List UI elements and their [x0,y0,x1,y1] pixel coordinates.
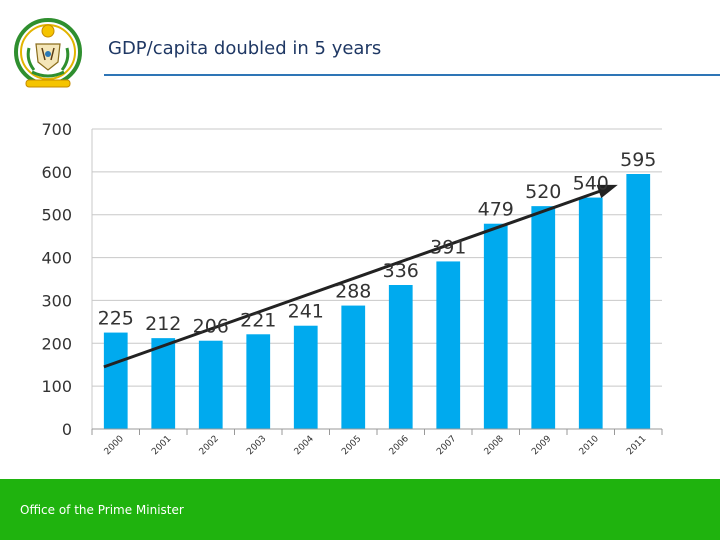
bar-2005 [341,305,366,429]
bar-2001 [151,338,176,429]
bar-2002 [198,340,223,429]
x-tick-label: 2007 [435,434,458,457]
trend-arrow-head [596,184,618,199]
y-tick-label: 100 [41,377,72,396]
gdp-bar-chart: 0 100 200 300 400 500 600 700 2000 2001 2002 2003 20… [41,120,663,457]
bar-2006 [388,285,413,429]
bar-2008 [483,223,508,429]
data-label: 540 [573,173,609,195]
bar-2004 [293,325,318,429]
data-label: 212 [145,313,181,335]
y-tick-label: 200 [41,334,72,353]
bar-2000 [103,332,128,429]
bar-2003 [246,334,271,429]
coat-of-arms-logo [14,14,82,92]
bar-2011 [626,174,651,429]
data-label: 241 [288,301,324,323]
x-tick-label: 2011 [625,434,648,457]
x-tick-label: 2010 [578,434,601,457]
x-tick-label: 2001 [150,434,173,457]
x-tick-label: 2009 [530,434,553,457]
bar-2007 [436,261,461,429]
data-labels: 225 212 206 221 241 288 336 391 479 520 540 595 [98,149,657,338]
trend-arrow-line [103,185,613,369]
y-tick-label: 0 [62,420,72,439]
x-tick-label: 2004 [293,434,316,457]
trend-annotation [103,184,618,369]
data-label: 206 [193,316,229,338]
footer-bar: Office of the Prime Minister [0,479,720,540]
y-tick-label: 400 [41,249,72,268]
slide-title: GDP/capita doubled in 5 years [108,38,382,59]
x-tick-label: 2008 [483,434,506,457]
title-rule [104,74,720,76]
x-tick-label: 2005 [340,434,363,457]
y-tick-label: 600 [41,163,72,182]
data-label: 391 [430,236,466,258]
x-tick-label: 2006 [388,434,411,457]
data-label: 221 [240,309,276,331]
data-label: 479 [478,199,514,221]
data-label: 595 [620,149,656,171]
data-label: 225 [98,308,134,330]
data-label: 520 [525,181,561,203]
bar-2010 [578,197,603,429]
y-tick-label: 700 [41,120,72,139]
data-label: 288 [335,281,371,303]
footer-text: Office of the Prime Minister [20,503,184,517]
x-tick-label: 2000 [103,434,126,457]
y-tick-label: 500 [41,206,72,225]
bar-2009 [531,206,556,429]
data-label: 336 [383,260,419,282]
x-tick-label: 2003 [245,434,268,457]
coat-of-arms-icon [14,18,82,88]
x-tick-label: 2002 [198,434,221,457]
y-tick-label: 300 [41,291,72,310]
bars [103,174,651,429]
